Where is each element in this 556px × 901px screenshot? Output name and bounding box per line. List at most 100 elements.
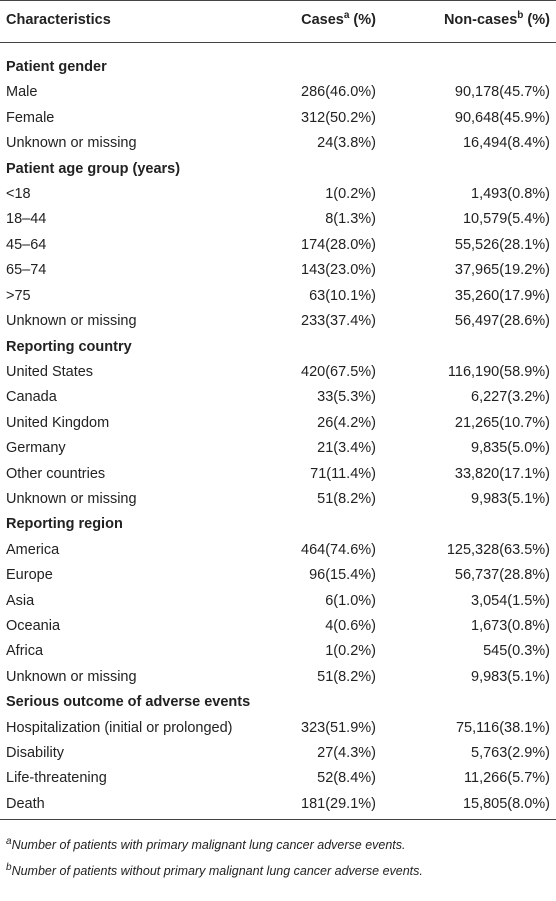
row-value: 9,835(5.0%) [471,440,550,457]
section-title: Serious outcome of adverse events [6,694,251,711]
header-sup: b [517,10,524,22]
row-label: United Kingdom [6,414,110,431]
row-label: Unknown or missing [6,313,137,330]
row-value: 174(28.0%) [301,236,376,253]
row-label: Female [6,109,55,126]
header-text: Non-cases [443,12,518,28]
row-value: 6(1.0%) [325,592,376,609]
row-label: 18–44 [6,211,47,228]
row-value: 55,526(28.1%) [454,236,550,253]
row-value: 90,648(45.9%) [454,109,550,126]
row-label: 45–64 [6,236,47,253]
row-label: Canada [6,389,57,406]
row-label: America [6,541,60,558]
row-value: 4(0.6%) [325,618,376,635]
footnote-text: Number of patients without primary malig… [11,864,423,878]
row-value: 420(67.5%) [301,363,376,380]
row-value: 21(3.4%) [317,440,376,457]
row-value: 21,265(10.7%) [454,414,550,431]
header-sup: a [343,10,350,22]
row-label: Unknown or missing [6,668,137,685]
row-label: <18 [6,186,31,203]
top-rule [0,0,556,1]
row-label: United States [6,363,94,380]
footnote-text: Number of patients with primary malignan… [11,838,406,852]
footnote-marker: b [6,861,12,873]
row-label: Oceania [6,618,61,635]
section-title: Patient age group (years) [6,160,181,177]
row-value: 56,737(28.8%) [454,567,550,584]
row-value: 143(23.0%) [301,262,376,279]
section-title: Reporting region [6,516,123,533]
footnote: aNumber of patients with primary maligna… [6,835,406,852]
row-value: 11,266(5.7%) [464,770,550,787]
row-label: Disability [6,745,65,762]
footnote-marker: a [6,835,12,847]
row-value: 37,965(19.2%) [454,262,550,279]
row-value: 545(0.3%) [483,643,550,660]
footnote: bNumber of patients without primary mali… [6,861,423,878]
row-value: 8(1.3%) [325,211,376,228]
row-value: 75,116(38.1%) [455,719,550,736]
row-label: Europe [6,567,53,584]
row-value: 3,054(1.5%) [471,592,550,609]
row-label: Male [6,84,38,101]
row-value: 1(0.2%) [325,186,376,203]
row-label: Unknown or missing [6,490,137,507]
row-value: 90,178(45.7%) [454,84,550,101]
header-cell: Non-casesb (%) [444,10,550,30]
row-value: 286(46.0%) [301,84,376,101]
row-value: 51(8.2%) [317,668,376,685]
row-value: 71(11.4%) [310,465,376,482]
header-cell: Casesa (%) [301,10,376,30]
row-value: 9,983(5.1%) [471,490,550,507]
row-value: 24(3.8%) [317,135,376,152]
header-suffix: (%) [349,12,376,28]
row-label: Germany [6,440,66,457]
row-label: 65–74 [6,262,47,279]
row-value: 51(8.2%) [317,490,376,507]
section-title: Patient gender [6,59,107,75]
row-label: Asia [6,592,35,609]
header-suffix: (%) [523,12,550,28]
row-value: 63(10.1%) [309,287,376,304]
row-value: 233(37.4%) [301,313,376,330]
row-value: 181(29.1%) [301,795,376,812]
row-value: 125,328(63.5%) [446,541,550,558]
row-label: Other countries [6,465,106,482]
row-value: 6,227(3.2%) [471,389,550,406]
header-rule [0,42,556,43]
row-label: Death [6,795,45,812]
row-value: 1,673(0.8%) [471,618,550,635]
row-value: 9,983(5.1%) [471,668,550,685]
row-value: 116,190(58.9%) [447,363,550,380]
row-value: 312(50.2%) [301,109,376,126]
header-text: Cases [301,12,344,28]
row-value: 33,820(17.1%) [454,465,550,482]
row-value: 35,260(17.9%) [454,287,550,304]
row-label: Life-threatening [6,770,107,787]
row-label: Africa [6,643,44,660]
row-value: 1(0.2%) [325,643,376,660]
row-value: 10,579(5.4%) [462,211,550,228]
bottom-rule [0,819,556,820]
row-value: 52(8.4%) [317,770,376,787]
row-value: 96(15.4%) [309,567,376,584]
row-value: 323(51.9%) [301,719,376,736]
row-label: >75 [6,287,31,304]
row-value: 5,763(2.9%) [471,745,550,762]
row-value: 56,497(28.6%) [454,313,550,330]
row-value: 15,805(8.0%) [462,795,550,812]
row-value: 33(5.3%) [317,389,376,406]
section-title: Reporting country [6,338,132,355]
row-label: Unknown or missing [6,135,137,152]
header-cell: Characteristics [6,10,111,30]
row-value: 1,493(0.8%) [471,186,550,203]
row-label: Hospitalization (initial or prolonged) [6,719,233,736]
row-value: 16,494(8.4%) [462,135,550,152]
header-text: Characteristics [6,12,111,28]
row-value: 464(74.6%) [301,541,376,558]
row-value: 27(4.3%) [317,745,376,762]
row-value: 26(4.2%) [317,414,376,431]
